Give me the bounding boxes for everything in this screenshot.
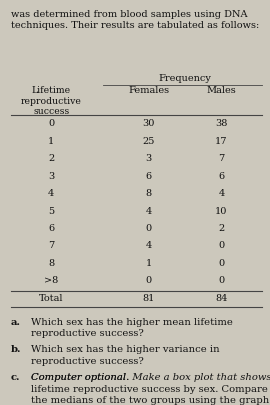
Text: b.: b. (11, 345, 21, 354)
Text: >8: >8 (44, 276, 58, 285)
Text: 0: 0 (218, 276, 224, 285)
Text: Total: Total (39, 294, 63, 303)
Text: Lifetime
reproductive
success: Lifetime reproductive success (21, 86, 82, 116)
Text: 17: 17 (215, 137, 228, 146)
Text: Males: Males (207, 86, 236, 95)
Text: 6: 6 (218, 172, 224, 181)
Text: Which sex has the higher mean lifetime
reproductive success?: Which sex has the higher mean lifetime r… (31, 318, 233, 338)
Text: 4: 4 (145, 207, 152, 215)
Text: 4: 4 (145, 241, 152, 250)
Text: 8: 8 (146, 189, 151, 198)
Text: 2: 2 (218, 224, 225, 233)
Text: c.: c. (11, 373, 20, 382)
Text: 1: 1 (145, 259, 152, 268)
Text: 6: 6 (146, 172, 151, 181)
Text: 0: 0 (146, 276, 151, 285)
Text: 1: 1 (48, 137, 55, 146)
Text: 0: 0 (146, 224, 151, 233)
Text: 25: 25 (142, 137, 155, 146)
Text: 7: 7 (218, 154, 225, 163)
Text: 84: 84 (215, 294, 228, 303)
Text: 38: 38 (215, 119, 228, 128)
Text: 3: 3 (48, 172, 55, 181)
Text: lifetime reproductive success by sex. Compare
the medians of the two groups usin: lifetime reproductive success by sex. Co… (31, 385, 270, 405)
Text: Females: Females (128, 86, 169, 95)
Text: 2: 2 (48, 154, 55, 163)
Text: 0: 0 (218, 259, 224, 268)
Text: 30: 30 (142, 119, 155, 128)
Text: was determined from blood samples using DNA
techniques. Their results are tabula: was determined from blood samples using … (11, 10, 259, 30)
Text: 4: 4 (48, 189, 55, 198)
Text: Computer optional. Make a box plot that shows: Computer optional. Make a box plot that … (31, 373, 270, 382)
Text: 0: 0 (48, 119, 54, 128)
Text: 81: 81 (142, 294, 155, 303)
Text: 6: 6 (48, 224, 54, 233)
Text: 4: 4 (218, 189, 225, 198)
Text: 3: 3 (145, 154, 152, 163)
Text: Computer optional.: Computer optional. (31, 373, 129, 382)
Text: 5: 5 (48, 207, 54, 215)
Text: Frequency: Frequency (158, 74, 211, 83)
Text: 10: 10 (215, 207, 228, 215)
Text: 8: 8 (48, 259, 54, 268)
Text: Which sex has the higher variance in
reproductive success?: Which sex has the higher variance in rep… (31, 345, 220, 366)
Text: a.: a. (11, 318, 21, 327)
Text: 0: 0 (218, 241, 224, 250)
Text: 7: 7 (48, 241, 55, 250)
